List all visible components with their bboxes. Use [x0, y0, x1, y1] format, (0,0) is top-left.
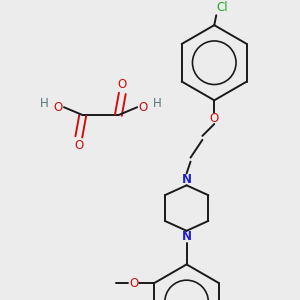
Text: O: O — [53, 101, 63, 114]
Text: O: O — [210, 112, 219, 124]
Text: H: H — [152, 97, 161, 110]
Text: O: O — [118, 78, 127, 91]
Text: O: O — [139, 101, 148, 114]
Text: O: O — [130, 277, 139, 290]
Text: N: N — [182, 173, 192, 186]
Text: N: N — [182, 230, 192, 243]
Text: Cl: Cl — [216, 1, 228, 14]
Text: H: H — [40, 97, 49, 110]
Text: O: O — [74, 139, 83, 152]
